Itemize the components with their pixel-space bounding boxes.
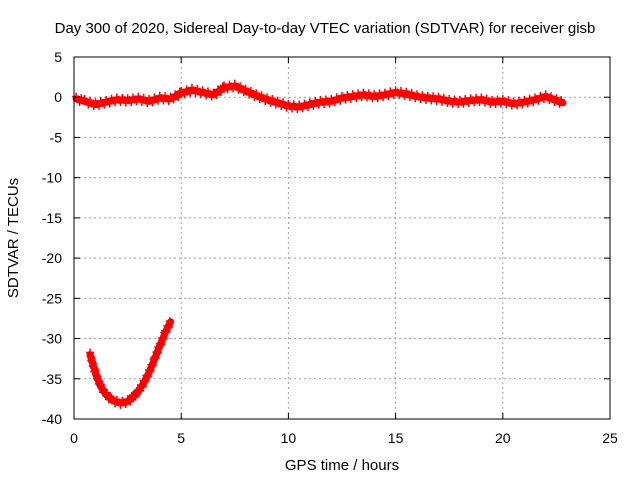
y-tick-label: -10 [42,170,62,186]
data-series [72,79,567,409]
y-tick-label: 0 [54,89,62,105]
series-markers [86,317,174,409]
series-1 [86,317,174,409]
plot-border [73,56,611,420]
y-tick-label: 5 [54,49,62,65]
x-tick-label: 5 [177,430,185,446]
y-tick-label: -5 [50,129,63,145]
y-tick-label: -40 [42,411,62,427]
y-tick-label: -30 [42,331,62,347]
x-tick-label: 15 [388,430,404,446]
x-tick-label: 20 [495,430,511,446]
axis-ticks: 0 5 10 15 20 25 5 0 -5 -10 -15 -20 -25 -30 -35 -40 [42,49,618,446]
x-tick-label: 25 [602,430,618,446]
series-markers [72,79,566,113]
chart-title: Day 300 of 2020, Sidereal Day-to-day VTE… [55,20,596,37]
y-tick-label: -35 [42,371,62,387]
grid [74,57,610,419]
x-axis-label: GPS time / hours [285,457,399,474]
series-0 [72,79,567,113]
y-tick-label: -15 [42,210,62,226]
y-axis-label: SDTVAR / TECUs [5,178,22,298]
y-tick-label: -20 [42,250,62,266]
x-tick-label: 0 [70,430,78,446]
y-tick-label: -25 [42,290,62,306]
x-tick-label: 10 [281,430,297,446]
